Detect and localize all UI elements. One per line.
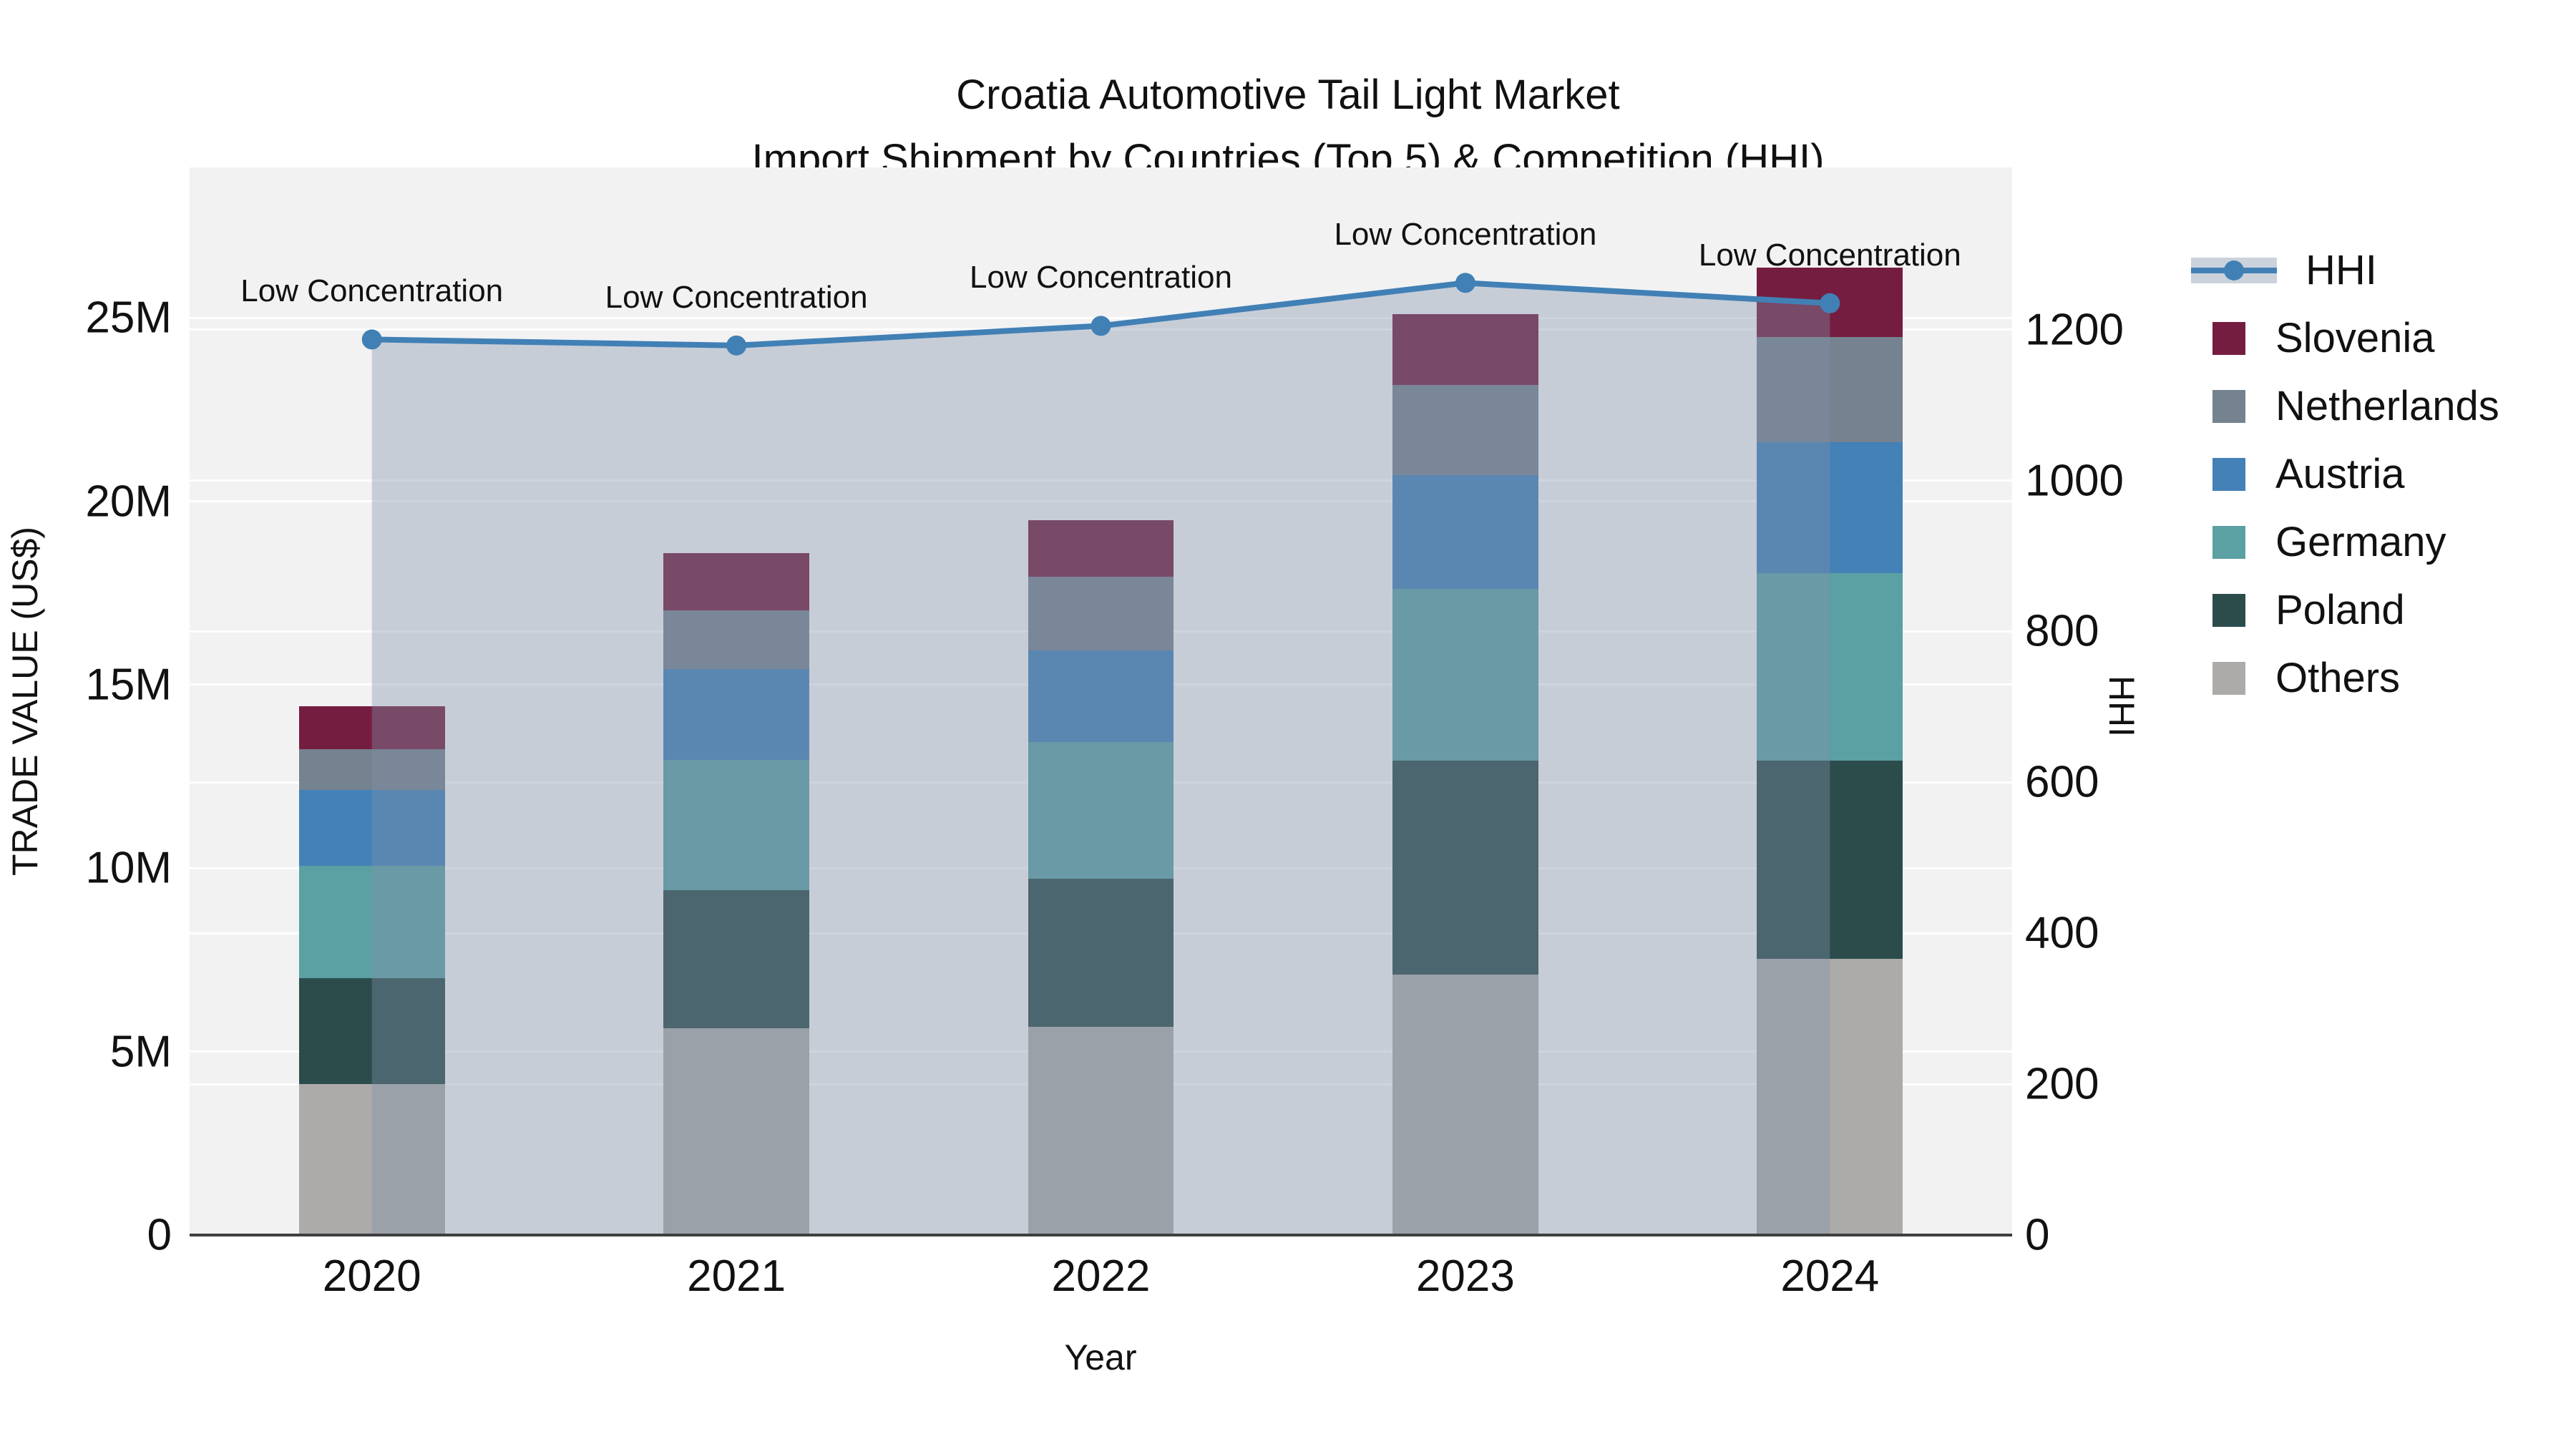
- legend-swatch-germany: [2212, 525, 2245, 559]
- bar-segment-germany-2022: [1028, 742, 1174, 879]
- left-axis-tick-label: 25M: [85, 293, 172, 343]
- legend-label: Others: [2275, 655, 2401, 701]
- x-axis-tick-label-2022: 2022: [1051, 1252, 1151, 1301]
- gridline: [190, 479, 2012, 482]
- legend: HHI Slovenia Netherlands Austria Germany Pola…: [2191, 236, 2499, 712]
- hhi-area-fill: [371, 283, 1830, 1235]
- bar-segment-netherlands-2022: [1028, 576, 1174, 650]
- hhi-marker-2023: [1455, 273, 1475, 293]
- legend-label: Austria: [2275, 451, 2405, 497]
- right-axis-title: HHI: [2102, 675, 2142, 738]
- bar-segment-others-2022: [1028, 1027, 1174, 1235]
- hhi-line-layer: [361, 273, 1840, 1235]
- bar-segment-others-2024: [1757, 959, 1903, 1235]
- bar-segment-others-2020: [298, 1084, 445, 1235]
- legend-swatch-austria: [2212, 457, 2245, 491]
- bar-segment-slovenia-2023: [1392, 314, 1538, 386]
- annotation-low-concentration-2024: Low Concentration: [1698, 237, 1961, 273]
- bar-segment-germany-2021: [663, 759, 809, 890]
- bar-segment-others-2021: [663, 1028, 809, 1235]
- bar-segment-austria-2021: [663, 668, 809, 760]
- x-axis-tick-label-2024: 2024: [1780, 1252, 1880, 1301]
- legend-item-others[interactable]: Others: [2191, 644, 2499, 712]
- bar-segment-poland-2022: [1028, 878, 1174, 1028]
- right-axis-tick-label: 0: [2025, 1210, 2050, 1260]
- left-axis-tick-label: 20M: [85, 477, 172, 527]
- right-axis-tick-label: 400: [2025, 908, 2099, 958]
- hhi-marker-2021: [726, 335, 747, 356]
- right-axis-tick-label: 800: [2025, 606, 2099, 656]
- bar-segment-austria-2024: [1757, 442, 1903, 574]
- bar-segment-germany-2023: [1392, 588, 1538, 761]
- legend-swatch-poland: [2212, 593, 2245, 627]
- legend-item-austria[interactable]: Austria: [2191, 440, 2499, 508]
- right-axis-tick-label: 1000: [2025, 456, 2124, 506]
- x-axis-line: [190, 1234, 2012, 1236]
- x-axis-tick-label-2023: 2023: [1415, 1252, 1515, 1301]
- x-axis-tick-label-2020: 2020: [322, 1252, 421, 1301]
- annotation-low-concentration-2022: Low Concentration: [970, 260, 1232, 296]
- bar-segment-austria-2023: [1392, 475, 1538, 589]
- bar-segment-slovenia-2021: [663, 552, 809, 610]
- bar-segment-austria-2022: [1028, 650, 1174, 743]
- x-axis-tick-label-2021: 2021: [687, 1252, 786, 1301]
- plot-area: [190, 167, 2012, 1235]
- left-axis-tick-label: 15M: [85, 660, 172, 710]
- legend-item-hhi[interactable]: HHI: [2191, 236, 2499, 304]
- legend-item-slovenia[interactable]: Slovenia: [2191, 304, 2499, 372]
- bar-segment-slovenia-2020: [298, 706, 445, 749]
- legend-item-poland[interactable]: Poland: [2191, 576, 2499, 644]
- bar-segment-austria-2020: [298, 789, 445, 866]
- legend-swatch-netherlands: [2212, 389, 2245, 423]
- bar-segment-germany-2020: [298, 865, 445, 978]
- legend-label: Germany: [2275, 519, 2446, 565]
- legend-swatch-others: [2212, 661, 2245, 695]
- hhi-marker-2020: [361, 329, 382, 350]
- x-axis-title: Year: [1064, 1337, 1137, 1377]
- right-axis-tick-label: 1200: [2025, 305, 2124, 355]
- left-axis-tick-label: 10M: [85, 843, 172, 893]
- legend-swatch-slovenia: [2212, 321, 2245, 355]
- right-axis-tick-label: 200: [2025, 1059, 2099, 1109]
- annotation-low-concentration-2023: Low Concentration: [1334, 217, 1597, 253]
- left-axis-tick-label: 0: [147, 1210, 172, 1260]
- gridline: [190, 500, 2012, 503]
- legend-label: HHI: [2306, 247, 2377, 293]
- left-axis-tick-label: 5M: [109, 1027, 172, 1077]
- right-axis-tick-label: 600: [2025, 757, 2099, 807]
- bar-segment-poland-2020: [298, 977, 445, 1085]
- legend-item-germany[interactable]: Germany: [2191, 508, 2499, 576]
- bar-segment-others-2023: [1392, 975, 1538, 1235]
- hhi-marker-2022: [1091, 316, 1111, 336]
- legend-label: Slovenia: [2275, 315, 2435, 361]
- legend-item-netherlands[interactable]: Netherlands: [2191, 372, 2499, 440]
- bar-segment-poland-2024: [1757, 760, 1903, 960]
- legend-label: Poland: [2275, 587, 2405, 633]
- hhi-marker-2024: [1820, 293, 1840, 313]
- bar-segment-germany-2024: [1757, 573, 1903, 761]
- bar-segment-poland-2023: [1392, 760, 1538, 975]
- bar-segment-netherlands-2020: [298, 748, 445, 790]
- bar-segment-netherlands-2024: [1757, 336, 1903, 442]
- hhi-line-legend-icon: [2191, 257, 2277, 283]
- chart-title-line1: Croatia Automotive Tail Light Market: [956, 72, 1620, 118]
- bar-segment-netherlands-2021: [663, 610, 809, 669]
- bar-segment-poland-2021: [663, 889, 809, 1029]
- legend-label: Netherlands: [2275, 383, 2499, 429]
- annotation-low-concentration-2021: Low Concentration: [605, 279, 868, 315]
- annotation-low-concentration-2020: Low Concentration: [240, 273, 504, 309]
- bar-segment-slovenia-2022: [1028, 519, 1174, 577]
- bar-segment-netherlands-2023: [1392, 385, 1538, 476]
